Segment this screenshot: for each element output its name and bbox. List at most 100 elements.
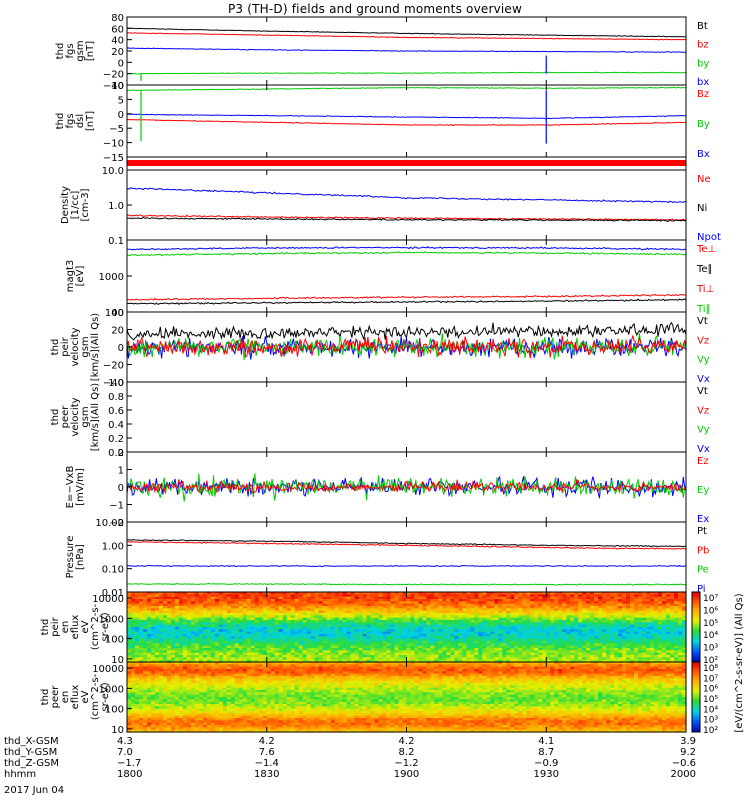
heatmap-cell	[338, 643, 344, 647]
heatmap-cell	[194, 645, 200, 649]
heatmap-cell	[246, 638, 252, 642]
heatmap-cell	[538, 638, 543, 642]
heatmap-cell	[658, 655, 663, 658]
heatmap-cell	[186, 615, 192, 619]
heatmap-cell	[270, 666, 276, 670]
heatmap-cell	[678, 629, 683, 633]
heatmap-cell	[630, 655, 635, 658]
heatmap-cell	[130, 622, 136, 626]
heatmap-cell	[194, 601, 200, 605]
heatmap-cell	[382, 615, 388, 619]
heatmap-cell	[438, 606, 444, 609]
heatmap-cell	[646, 613, 651, 616]
heatmap-cell	[382, 669, 388, 672]
heatmap-cell	[398, 629, 404, 633]
heatmap-cell	[462, 659, 467, 663]
heatmap-cell	[318, 664, 324, 668]
heatmap-cell	[374, 669, 380, 672]
heatmap-cell	[346, 655, 352, 658]
heatmap-cell	[446, 620, 452, 623]
heatmap-cell	[526, 655, 531, 658]
heatmap-cell	[194, 613, 200, 616]
heatmap-cell	[526, 662, 531, 665]
heatmap-cell	[542, 603, 547, 607]
heatmap-cell	[318, 662, 324, 665]
heatmap-cell	[310, 606, 316, 609]
heatmap-cell	[526, 638, 531, 642]
heatmap-cell	[626, 594, 631, 598]
heatmap-cell	[486, 629, 491, 633]
heatmap-cell	[666, 650, 671, 654]
heatmap-cell	[202, 620, 208, 623]
heatmap-cell	[150, 622, 156, 626]
heatmap-cell	[490, 601, 495, 605]
heatmap-cell	[410, 659, 416, 663]
heatmap-cell	[578, 629, 583, 633]
heatmap-cell	[486, 641, 491, 644]
heatmap-cell	[498, 596, 503, 600]
heatmap-cell	[614, 636, 619, 640]
heatmap-cell	[414, 599, 420, 602]
heatmap-cell	[262, 613, 268, 616]
heatmap-cell	[370, 594, 376, 598]
heatmap-cell	[542, 645, 547, 649]
heatmap-cell	[306, 659, 312, 663]
heatmap-cell	[162, 615, 168, 619]
heatmap-cell	[158, 617, 164, 621]
heatmap-cell	[558, 617, 563, 621]
heatmap-cell	[522, 627, 527, 630]
heatmap-cell	[598, 603, 603, 607]
heatmap-cell	[190, 617, 196, 621]
heatmap-cell	[178, 594, 184, 598]
heatmap-cell	[270, 650, 276, 654]
heatmap-cell	[226, 599, 232, 602]
heatmap-cell	[514, 666, 519, 670]
heatmap-cell	[442, 594, 448, 598]
heatmap-cell	[130, 606, 136, 609]
heatmap-cell	[458, 592, 463, 595]
series-line-Vt	[126, 321, 687, 341]
heatmap-cell	[682, 599, 687, 602]
heatmap-cell	[158, 615, 164, 619]
heatmap-cell	[446, 606, 452, 609]
heatmap-cell	[154, 638, 160, 642]
y-axis-label: [km/s](All Qs)	[90, 313, 101, 381]
heatmap-cell	[142, 659, 148, 663]
heatmap-cell	[626, 601, 631, 605]
series-line-Te⊥	[126, 293, 687, 301]
heatmap-cell	[446, 641, 452, 644]
heatmap-cell	[366, 594, 372, 598]
heatmap-cell	[274, 624, 280, 628]
heatmap-cell	[470, 629, 475, 633]
heatmap-cell	[222, 592, 228, 595]
heatmap-cell	[306, 664, 312, 668]
heatmap-cell	[486, 622, 491, 626]
y-tick-label: 40	[111, 36, 124, 47]
heatmap-cell	[578, 620, 583, 623]
heatmap-cell	[554, 620, 559, 623]
heatmap-cell	[446, 608, 452, 612]
heatmap-cell	[462, 662, 467, 665]
heatmap-cell	[430, 627, 436, 630]
heatmap-cell	[614, 648, 619, 651]
heatmap-cell	[538, 659, 543, 663]
heatmap-cell	[554, 631, 559, 635]
heatmap-cell	[127, 662, 132, 665]
heatmap-cell	[522, 659, 527, 663]
heatmap-cell	[458, 620, 463, 623]
heatmap-cell	[614, 599, 619, 602]
heatmap-cell	[238, 659, 244, 663]
heatmap-cell	[270, 631, 276, 635]
heatmap-cell	[610, 648, 615, 651]
heatmap-cell	[270, 627, 276, 630]
heatmap-cell	[630, 652, 635, 656]
heatmap-cell	[138, 606, 144, 609]
heatmap-cell	[478, 666, 483, 670]
heatmap-cell	[534, 638, 539, 642]
heatmap-cell	[238, 613, 244, 616]
heatmap-cell	[674, 655, 679, 658]
heatmap-cell	[542, 594, 547, 598]
heatmap-cell	[598, 594, 603, 598]
heatmap-cell	[418, 601, 424, 605]
heatmap-cell	[266, 629, 272, 633]
